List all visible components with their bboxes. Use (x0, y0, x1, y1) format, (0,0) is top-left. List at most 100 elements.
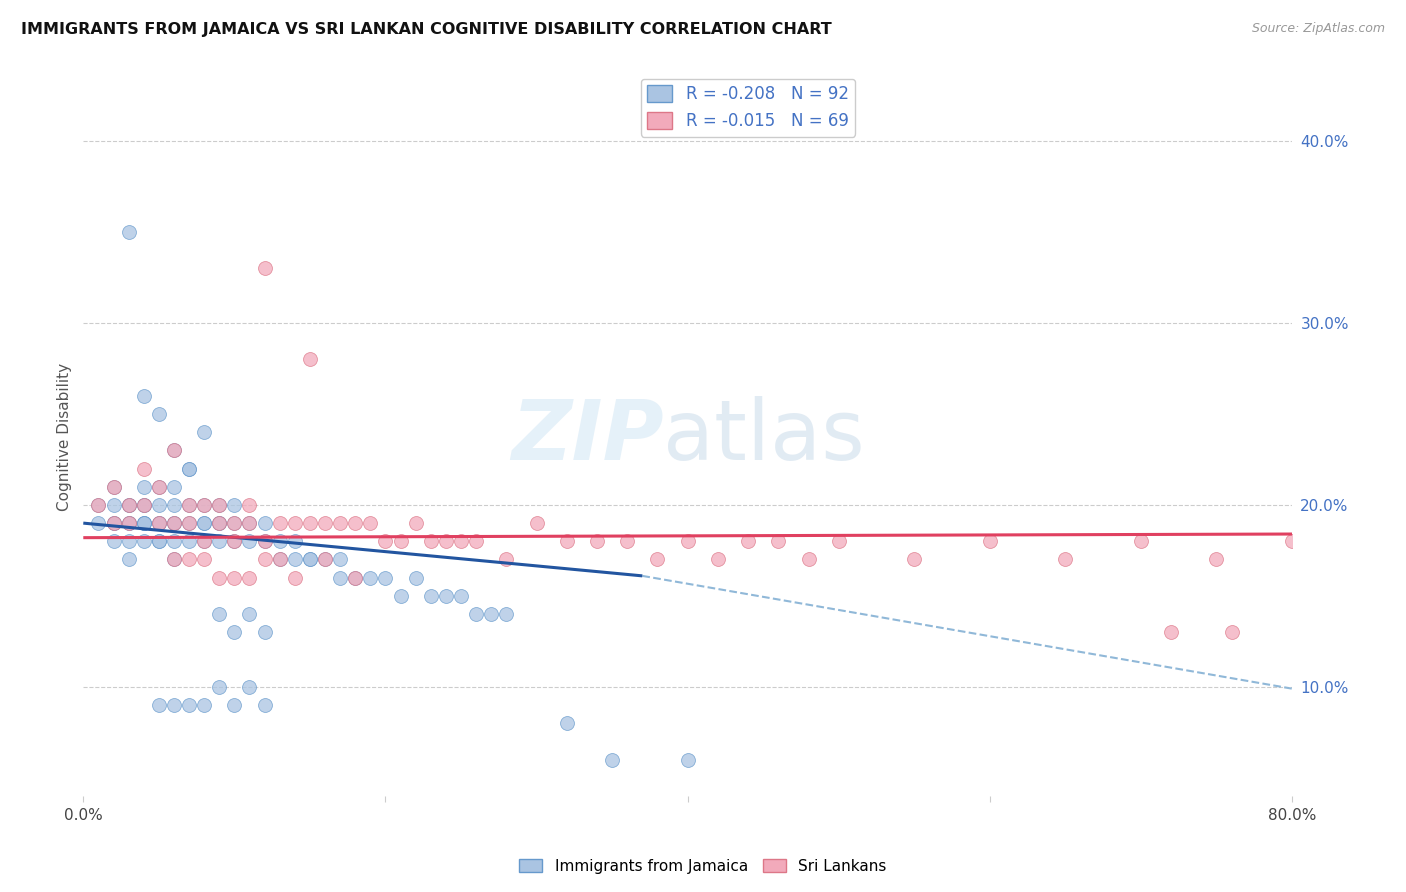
Point (495, 607, 517, 621)
Point (238, 534, 260, 549)
Point (148, 498, 170, 512)
Point (177, 552, 200, 566)
Point (224, 498, 246, 512)
Text: atlas: atlas (664, 396, 865, 477)
Point (344, 516, 367, 530)
Point (208, 516, 231, 530)
Point (495, 552, 517, 566)
Point (148, 534, 170, 549)
Point (132, 498, 155, 512)
Point (238, 516, 260, 530)
Point (979, 534, 1001, 549)
Point (419, 589, 441, 603)
Point (253, 534, 276, 549)
Point (177, 461, 200, 475)
Point (555, 716, 578, 731)
Point (238, 571, 260, 585)
Point (224, 516, 246, 530)
Point (450, 534, 472, 549)
Point (737, 534, 759, 549)
Point (193, 516, 215, 530)
Point (298, 352, 321, 367)
Point (193, 534, 215, 549)
Point (163, 443, 186, 458)
Point (314, 552, 336, 566)
Point (253, 516, 276, 530)
Point (103, 480, 125, 494)
Point (600, 753, 623, 767)
Point (163, 552, 186, 566)
Point (117, 225, 139, 239)
Point (828, 534, 851, 549)
Point (163, 516, 186, 530)
Point (253, 552, 276, 566)
Legend: Immigrants from Jamaica, Sri Lankans: Immigrants from Jamaica, Sri Lankans (513, 853, 893, 880)
Point (284, 534, 307, 549)
Point (148, 698, 170, 712)
Point (269, 534, 291, 549)
Point (526, 516, 548, 530)
Point (314, 552, 336, 566)
Point (647, 552, 669, 566)
Point (238, 680, 260, 694)
Point (193, 698, 215, 712)
Point (208, 516, 231, 530)
Point (676, 534, 699, 549)
Point (224, 534, 246, 549)
Point (616, 534, 638, 549)
Point (586, 534, 609, 549)
Point (208, 571, 231, 585)
Point (103, 516, 125, 530)
Point (253, 534, 276, 549)
Point (193, 498, 215, 512)
Point (132, 516, 155, 530)
Point (374, 571, 396, 585)
Point (163, 698, 186, 712)
Point (163, 534, 186, 549)
Point (374, 534, 396, 549)
Point (269, 552, 291, 566)
Point (208, 680, 231, 694)
Point (177, 498, 200, 512)
Point (163, 552, 186, 566)
Point (177, 498, 200, 512)
Point (389, 589, 412, 603)
Text: IMMIGRANTS FROM JAMAICA VS SRI LANKAN COGNITIVE DISABILITY CORRELATION CHART: IMMIGRANTS FROM JAMAICA VS SRI LANKAN CO… (21, 22, 832, 37)
Point (193, 552, 215, 566)
Point (676, 753, 699, 767)
Point (298, 552, 321, 566)
Y-axis label: Cognitive Disability: Cognitive Disability (58, 363, 72, 511)
Point (163, 516, 186, 530)
Point (238, 516, 260, 530)
Point (224, 698, 246, 712)
Point (148, 480, 170, 494)
Point (253, 625, 276, 640)
Point (344, 571, 367, 585)
Point (117, 552, 139, 566)
Point (284, 552, 307, 566)
Point (163, 443, 186, 458)
Point (132, 389, 155, 403)
Point (208, 498, 231, 512)
Point (555, 534, 578, 549)
Point (117, 534, 139, 549)
Point (117, 516, 139, 530)
Point (208, 607, 231, 621)
Point (269, 552, 291, 566)
Point (314, 516, 336, 530)
Point (434, 589, 457, 603)
Point (103, 534, 125, 549)
Point (177, 461, 200, 475)
Point (132, 534, 155, 549)
Point (434, 534, 457, 549)
Point (117, 498, 139, 512)
Point (1129, 534, 1152, 549)
Point (419, 534, 441, 549)
Point (148, 516, 170, 530)
Point (132, 480, 155, 494)
Point (298, 552, 321, 566)
Point (117, 498, 139, 512)
Point (103, 480, 125, 494)
Point (193, 516, 215, 530)
Point (193, 534, 215, 549)
